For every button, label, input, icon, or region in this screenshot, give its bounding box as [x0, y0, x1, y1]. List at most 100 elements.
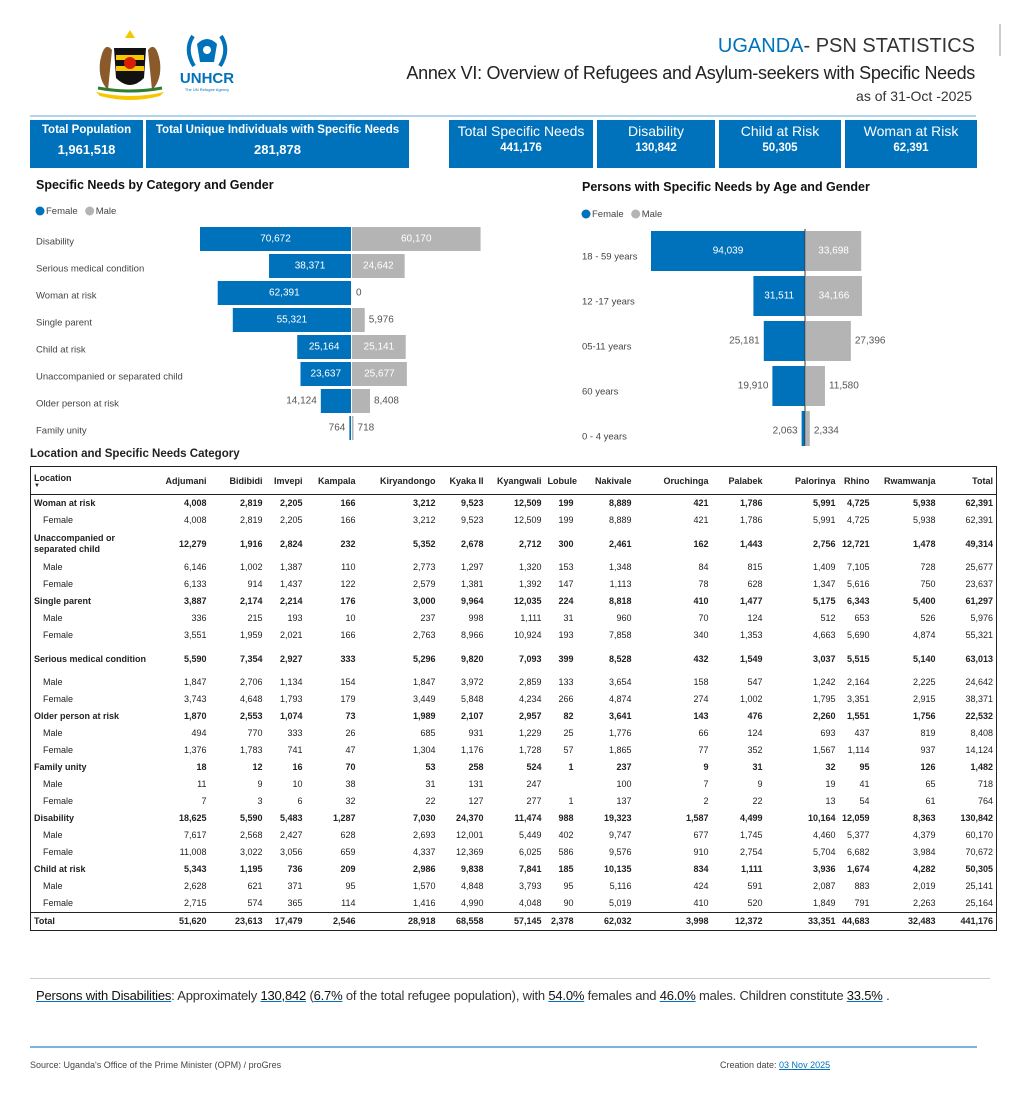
- table-cell: 1: [568, 796, 574, 806]
- row-label: Male: [43, 613, 63, 623]
- column-header: Location ▼: [30, 466, 156, 495]
- category-label: Child at risk: [36, 345, 86, 356]
- table-cell: 421: [693, 498, 709, 508]
- table-cell: 5,343: [183, 864, 207, 874]
- table-cell: 179: [340, 694, 356, 704]
- table-cell: 73: [345, 711, 356, 721]
- table-cell: 1,176: [460, 745, 484, 755]
- summary-text: females and: [584, 988, 660, 1003]
- bar: [763, 321, 805, 361]
- value-label: 38,371: [295, 261, 326, 272]
- table-cell: 61: [925, 796, 936, 806]
- kpi-value: 50,305: [762, 142, 798, 154]
- row-label: Disability: [34, 813, 75, 823]
- table-cell: 476: [747, 711, 763, 721]
- category-label: Serious medical condition: [36, 264, 144, 275]
- table-cell: 1,320: [518, 562, 542, 572]
- column-header: Kyaka II: [438, 466, 487, 495]
- table-cell: 1,134: [279, 677, 303, 687]
- legend-swatch: [85, 206, 95, 216]
- table-cell: 3,743: [183, 694, 207, 704]
- table-cell: 18: [196, 762, 207, 772]
- table-cell: 237: [420, 613, 436, 623]
- summary-value: 33.5%: [846, 988, 883, 1003]
- table-cell: 1,849: [812, 898, 836, 908]
- table-cell: 1,287: [332, 813, 356, 823]
- table-cell: 1,482: [970, 762, 993, 772]
- table-cell: 9: [257, 779, 263, 789]
- table-cell: 131: [468, 779, 484, 789]
- table-cell: 12,509: [513, 498, 542, 508]
- table-cell: 84: [698, 562, 709, 572]
- table-cell: 2,553: [239, 711, 263, 721]
- value-label: 14,124: [286, 396, 317, 407]
- table-cell: 1,989: [412, 711, 436, 721]
- table-cell: 95: [563, 881, 574, 891]
- kpi-label: Total Unique Individuals with Specific N…: [155, 124, 400, 136]
- category-label: Family unity: [36, 426, 87, 437]
- table-cell: 524: [526, 762, 542, 772]
- table-cell: 6,025: [518, 847, 542, 857]
- table-cell: 621: [247, 881, 263, 891]
- kpi-label: Disability: [627, 123, 684, 139]
- table-cell: 5,976: [970, 613, 993, 623]
- table-cell: 82: [563, 711, 574, 721]
- table-cell: 410: [693, 898, 709, 908]
- column-header: Palabek: [711, 466, 766, 495]
- table-cell: 5,352: [412, 538, 436, 549]
- table-cell: 2,693: [412, 830, 436, 840]
- value-label: 19,910: [738, 381, 769, 392]
- table-cell: 4,725: [846, 498, 870, 508]
- table-cell: 4,048: [518, 898, 542, 908]
- table-cell: 1,348: [608, 562, 632, 572]
- table-cell: 5,400: [912, 596, 936, 606]
- table-cell: 22,532: [965, 711, 993, 721]
- table-cell: 520: [747, 898, 763, 908]
- summary-value: 130,842: [260, 988, 307, 1003]
- summary-label: Persons with Disabilities: [36, 988, 172, 1003]
- table-cell: 1: [568, 762, 574, 772]
- table-cell: 7,858: [608, 630, 632, 640]
- table-cell: 1,242: [812, 677, 836, 687]
- table-cell: 4,282: [912, 864, 936, 874]
- kpi-label: Woman at Risk: [863, 123, 959, 139]
- bar: [806, 321, 851, 361]
- table-cell: 215: [247, 613, 263, 623]
- creation-date: Creation date: 03 Nov 2025: [720, 1060, 830, 1070]
- value-label: 25,181: [729, 336, 760, 347]
- bar: [352, 416, 354, 440]
- row-label: Female: [43, 630, 74, 640]
- kpi-value: 281,878: [254, 142, 301, 157]
- summary-text: : Approximately: [171, 988, 261, 1003]
- table-cell: 2,568: [239, 830, 263, 840]
- table-cell: 38: [345, 779, 356, 789]
- table-cell: 95: [859, 762, 870, 772]
- table-cell: 12,369: [455, 847, 484, 857]
- table-cell: 62,391: [965, 498, 993, 508]
- table-cell: 1,847: [183, 677, 207, 687]
- table-cell: 14,124: [965, 745, 993, 755]
- unhcr-emblem: [186, 34, 228, 68]
- table-cell: 6,682: [846, 847, 870, 857]
- category-label: Disability: [36, 237, 74, 248]
- table-row: Disability 18,625 5,590 5,483 1,287 7,030 24,3…: [31, 810, 997, 827]
- table-cell: 2,715: [183, 898, 207, 908]
- column-header: Bidibidi: [209, 466, 266, 495]
- table-cell: 25,141: [965, 881, 993, 891]
- table-cell: 791: [854, 898, 870, 908]
- table-cell: 736: [287, 864, 303, 874]
- table-cell: 5,515: [846, 653, 870, 664]
- table-cell: 815: [747, 562, 763, 572]
- column-header: Nakivale: [576, 466, 635, 495]
- bar: [806, 231, 862, 271]
- table-cell: 8,966: [460, 630, 484, 640]
- table-cell: 1,409: [812, 562, 836, 572]
- created-date: 03 Nov 2025: [779, 1060, 831, 1070]
- bar: [352, 389, 370, 413]
- table-cell: 8,818: [608, 596, 632, 606]
- table-cell: 819: [920, 728, 936, 738]
- table-row: Older person at risk 1,870 2,553 1,074 73 1,9…: [31, 708, 997, 725]
- table-cell: 1,786: [739, 498, 763, 508]
- table-cell: 6,133: [183, 579, 207, 589]
- legend-swatch: [581, 209, 591, 219]
